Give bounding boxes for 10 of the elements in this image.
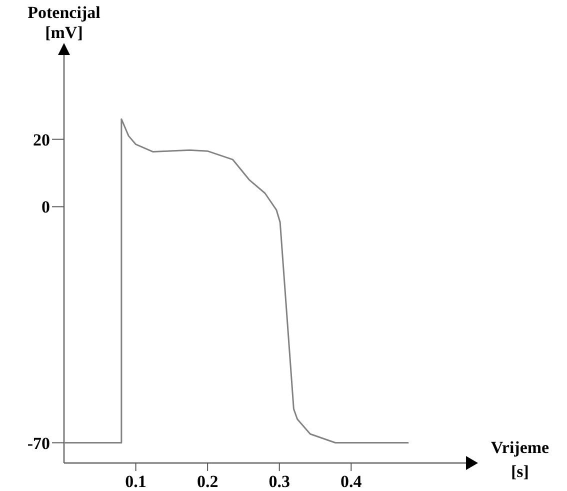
x-tick-label: 0.1: [125, 472, 146, 491]
y-tick-label: 20: [33, 130, 50, 150]
y-tick-label: -70: [27, 434, 50, 453]
x-tick-label: 0.2: [196, 472, 218, 491]
x-tick-label: 0.4: [340, 472, 362, 491]
y-tick-label: 0: [42, 198, 50, 217]
y-axis-title: Potencijal [mV]: [28, 3, 101, 42]
line-series: [63, 118, 410, 444]
x-axis-title: Vrijeme [s]: [490, 438, 550, 481]
x-tick-label: 0.3: [268, 472, 290, 491]
